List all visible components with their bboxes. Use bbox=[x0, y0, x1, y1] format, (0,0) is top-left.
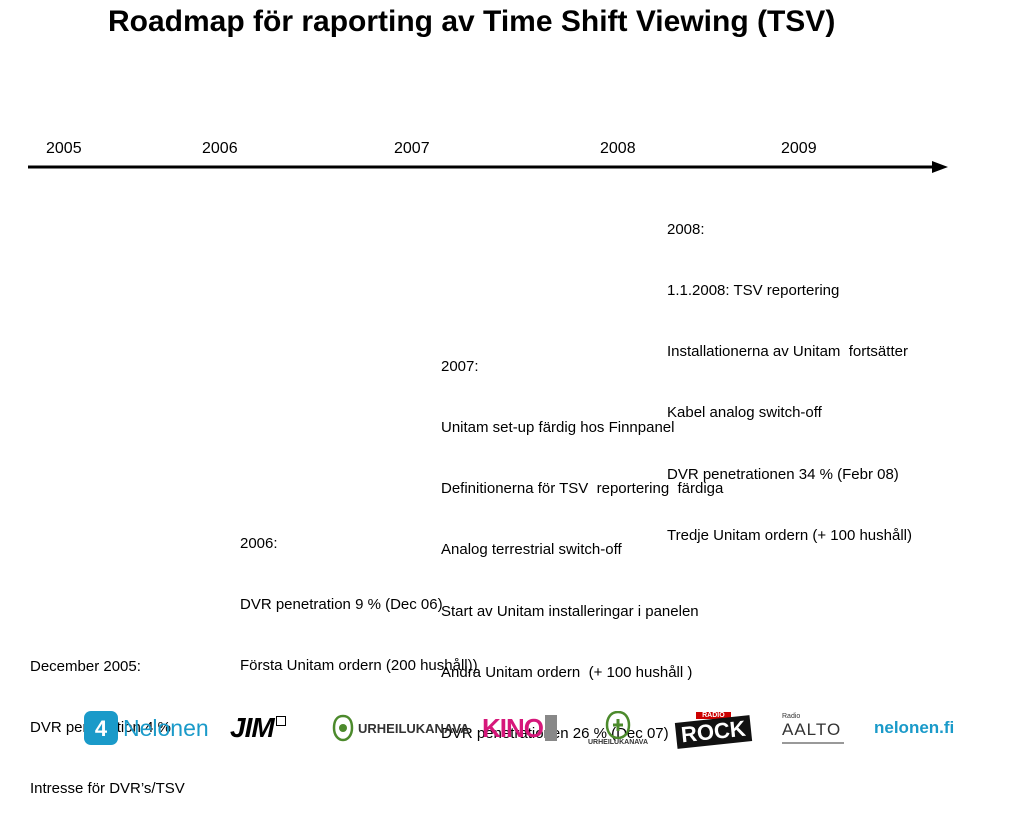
urheilukanava-emblem-icon bbox=[332, 714, 354, 742]
year-label-2005: 2005 bbox=[46, 140, 82, 157]
radio-rock-wordmark: ROCK bbox=[674, 714, 752, 749]
milestone-item: Start av Unitam installeringar i panelen bbox=[441, 602, 699, 620]
milestone-item: Unitam set-up färdig hos Finnpanel bbox=[441, 419, 675, 437]
year-label-2006: 2006 bbox=[202, 140, 238, 157]
jim-logo: JIM bbox=[230, 700, 286, 756]
milestone-item: Kabel analog switch-off bbox=[667, 404, 822, 422]
milestone-item: 1.1.2008: TSV reportering bbox=[667, 282, 840, 300]
milestone-item: Analog terrestrial switch-off bbox=[441, 541, 622, 559]
kino-wordmark: KINO bbox=[482, 712, 544, 743]
radio-aalto-underline bbox=[782, 741, 844, 744]
urheilukanava-small-logo: URHEILUKANAVA bbox=[588, 700, 648, 756]
urheilukanava-small-emblem-icon bbox=[605, 710, 631, 739]
milestone-heading: 2008: bbox=[667, 220, 705, 238]
milestone-item: Första Unitam ordern (200 hushåll)) bbox=[240, 657, 478, 675]
milestone-2007: 2007: Unitam set-up färdig hos Finnpanel… bbox=[441, 316, 723, 765]
radio-aalto-wordmark: AALTO bbox=[782, 719, 842, 739]
urheilukanava-logo: URHEILUKANAVA bbox=[332, 700, 469, 756]
timeline-arrow bbox=[28, 161, 948, 173]
urheilukanava-small-wordmark: URHEILUKANAVA bbox=[588, 738, 649, 746]
milestone-item: Definitionerna för TSV reportering färdi… bbox=[441, 480, 724, 498]
year-label-2009: 2009 bbox=[781, 140, 817, 157]
radio-rock-logo: RADIO ROCK bbox=[674, 700, 752, 756]
nelonen-fi-wordmark: nelonen.fi bbox=[874, 718, 955, 737]
milestone-heading: December 2005: bbox=[30, 657, 141, 675]
milestone-item: Installationerna av Unitam fortsätter bbox=[667, 343, 908, 361]
page-title: Roadmap för raporting av Time Shift View… bbox=[108, 5, 836, 38]
year-label-2007: 2007 bbox=[394, 140, 430, 157]
nelonen-logo: 4 Nelonen bbox=[84, 700, 209, 756]
radio-aalto-top-label: Radio bbox=[782, 712, 801, 720]
milestone-2006: 2006: DVR penetration 9 % (Dec 06) Först… bbox=[240, 493, 478, 697]
milestone-item: Tredje Unitam ordern (+ 100 hushåll) bbox=[667, 526, 912, 544]
milestone-item: Intresse för DVR’s/TSV bbox=[30, 780, 185, 798]
milestone-heading: 2006: bbox=[240, 534, 278, 552]
urheilukanava-wordmark: URHEILUKANAVA bbox=[358, 720, 470, 736]
milestone-item: Andra Unitam ordern (+ 100 hushåll ) bbox=[441, 663, 693, 681]
nelonen-fi-logo: nelonen.fi bbox=[874, 700, 954, 756]
radio-rock-top-label: RADIO bbox=[696, 711, 731, 719]
milestone-heading: 2007: bbox=[441, 357, 479, 375]
jim-mark-icon bbox=[275, 716, 286, 726]
logo-strip: 4 Nelonen JIM URHEILUKANAVA KINO URHEILU… bbox=[80, 700, 970, 756]
jim-wordmark: JIM bbox=[230, 712, 275, 743]
milestone-item: DVR penetration 9 % (Dec 06) bbox=[240, 596, 443, 614]
milestone-2008: 2008: 1.1.2008: TSV reportering Installa… bbox=[667, 179, 912, 567]
nelonen-wordmark: Nelonen bbox=[123, 714, 209, 741]
radio-aalto-logo: Radio AALTO bbox=[782, 700, 844, 756]
year-label-2008: 2008 bbox=[600, 140, 636, 157]
nelonen-badge-icon: 4 bbox=[84, 711, 118, 745]
kino-badge-icon bbox=[545, 715, 557, 741]
kino-logo: KINO bbox=[482, 700, 557, 756]
milestone-item: DVR penetrationen 34 % (Febr 08) bbox=[667, 465, 899, 483]
svg-text:4: 4 bbox=[95, 716, 108, 741]
